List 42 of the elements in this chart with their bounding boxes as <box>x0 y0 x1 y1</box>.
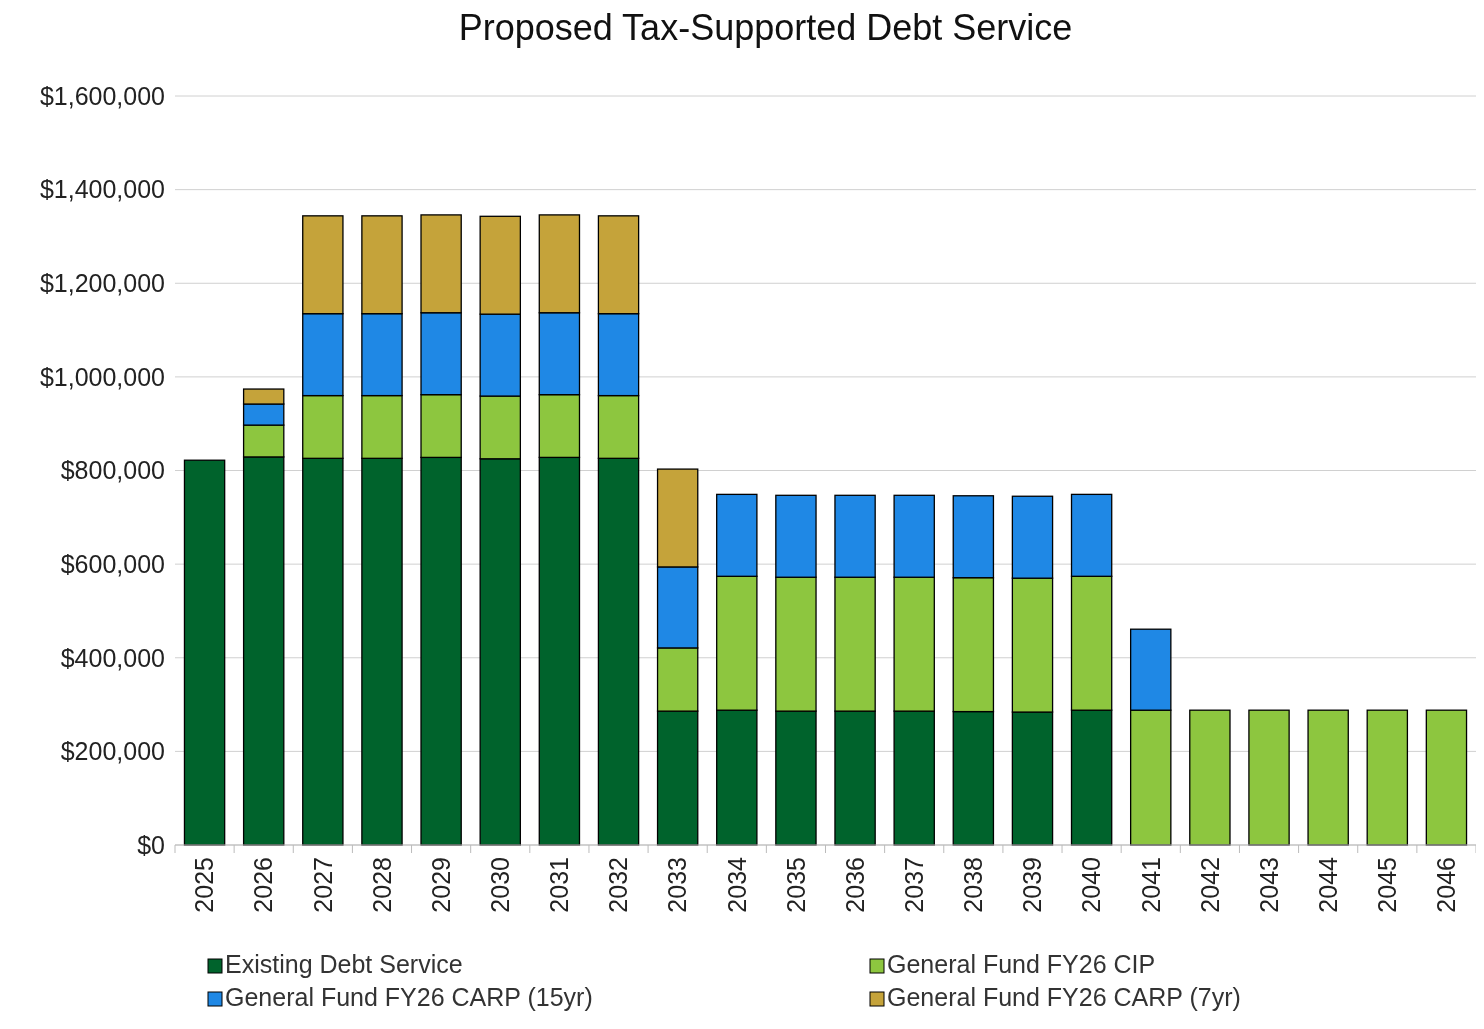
y-tick-label: $1,400,000 <box>39 175 165 204</box>
legend-label: General Fund FY26 CARP (7yr) <box>887 983 1241 1011</box>
legend-label: General Fund FY26 CIP <box>887 950 1156 978</box>
x-tick-label: 2037 <box>899 857 928 913</box>
x-tick-label: 2031 <box>545 857 574 913</box>
x-tick-label: 2029 <box>426 857 455 913</box>
x-tick-label: 2044 <box>1313 856 1342 913</box>
x-tick-label: 2032 <box>604 857 633 913</box>
x-tick-label: 2026 <box>249 857 278 913</box>
x-tick-label: 2042 <box>1195 857 1224 913</box>
y-tick-label: $0 <box>137 830 165 859</box>
x-tick-label: 2038 <box>959 857 988 913</box>
x-tick-label: 2027 <box>308 857 337 913</box>
x-tick-label: 2039 <box>1018 857 1047 913</box>
bar <box>1366 709 1409 846</box>
y-tick-label: $1,200,000 <box>39 269 165 297</box>
x-tick-label: 2041 <box>1136 857 1165 913</box>
y-tick-label: $800,000 <box>60 456 165 485</box>
legend-label: General Fund FY26 CARP (15yr) <box>225 983 593 1011</box>
y-tick-label: $600,000 <box>60 549 165 578</box>
x-tick-label: 2025 <box>190 857 219 913</box>
chart-title: Proposed Tax-Supported Debt Service <box>458 7 1073 48</box>
x-tick-label: 2040 <box>1077 857 1106 913</box>
bar <box>1425 709 1468 846</box>
x-tick-label: 2030 <box>486 857 514 913</box>
x-tick-label: 2036 <box>840 857 869 913</box>
bar <box>183 459 226 846</box>
x-tick-label: 2034 <box>722 856 751 913</box>
x-tick-label: 2045 <box>1373 857 1402 913</box>
y-tick-label: $1,600,000 <box>39 81 165 110</box>
x-tick-label: 2028 <box>367 857 396 913</box>
x-tick-label: 2035 <box>781 857 810 913</box>
bar <box>1248 709 1290 846</box>
legend-label: Existing Debt Service <box>225 950 463 978</box>
x-tick-label: 2043 <box>1254 857 1283 913</box>
bar <box>1189 709 1231 846</box>
bar <box>1307 709 1349 846</box>
x-tick-label: 2046 <box>1432 857 1461 913</box>
y-tick-label: $1,000,000 <box>39 362 165 391</box>
x-tick-label: 2033 <box>663 857 692 913</box>
y-tick-label: $400,000 <box>60 643 165 672</box>
y-tick-label: $200,000 <box>60 737 165 766</box>
